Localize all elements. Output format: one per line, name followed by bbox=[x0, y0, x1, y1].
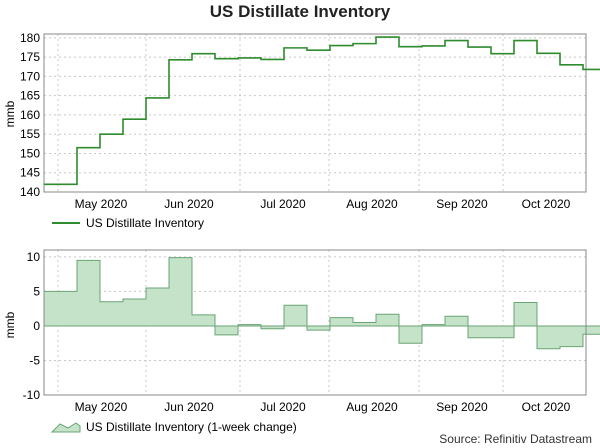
source-note: Source: Refinitiv Datastream bbox=[439, 432, 592, 446]
weekly-change-area bbox=[43, 257, 600, 350]
inventory-plot-frame bbox=[43, 33, 587, 193]
top-x-tick-label: Jun 2020 bbox=[164, 197, 214, 211]
inventory-panel: 140 145 150 155 160 165 170 175 180 May 2020 Jun … bbox=[3, 31, 600, 230]
top-y-tick-label: 175 bbox=[20, 50, 40, 64]
chart-title: US Distillate Inventory bbox=[209, 2, 391, 21]
weekly-change-y-ticks: -10 -5 0 5 10 bbox=[23, 250, 41, 402]
top-y-tick-label: 140 bbox=[20, 185, 40, 199]
inventory-x-ticks: May 2020 Jun 2020 Jul 2020 Aug 2020 Sep 2020… bbox=[75, 197, 571, 211]
bot-y-tick-label: 5 bbox=[33, 284, 40, 298]
top-y-tick-label: 145 bbox=[20, 166, 40, 180]
weekly-change-legend-swatch bbox=[50, 422, 81, 433]
inventory-grid bbox=[44, 34, 586, 193]
top-y-tick-label: 150 bbox=[20, 146, 40, 160]
bot-x-tick-label: May 2020 bbox=[75, 400, 128, 414]
bot-x-tick-label: Oct 2020 bbox=[522, 400, 571, 414]
top-x-tick-label: May 2020 bbox=[75, 197, 128, 211]
bot-y-tick-label: 0 bbox=[33, 319, 40, 333]
weekly-change-y-axis-label: mmb bbox=[3, 311, 17, 338]
inventory-series-line bbox=[44, 36, 600, 186]
inventory-y-axis-label: mmb bbox=[3, 100, 17, 127]
weekly-change-plot-frame bbox=[43, 249, 587, 396]
weekly-change-legend: US Distillate Inventory (1-week change) bbox=[50, 420, 297, 434]
bot-x-tick-label: Aug 2020 bbox=[346, 400, 398, 414]
top-x-tick-label: Oct 2020 bbox=[522, 197, 571, 211]
top-y-tick-label: 180 bbox=[20, 31, 40, 45]
bot-x-tick-label: Sep 2020 bbox=[436, 400, 488, 414]
top-y-tick-label: 160 bbox=[20, 108, 40, 122]
bot-y-tick-label: 10 bbox=[27, 250, 41, 264]
bot-y-tick-label: -5 bbox=[29, 353, 40, 367]
top-y-tick-label: 155 bbox=[20, 127, 40, 141]
top-x-tick-label: Aug 2020 bbox=[346, 197, 398, 211]
weekly-change-legend-label: US Distillate Inventory (1-week change) bbox=[86, 420, 297, 434]
inventory-y-ticks: 140 145 150 155 160 165 170 175 180 bbox=[20, 31, 40, 199]
top-y-tick-label: 170 bbox=[20, 69, 40, 83]
top-x-tick-label: Sep 2020 bbox=[436, 197, 488, 211]
bot-y-tick-label: -10 bbox=[23, 388, 41, 402]
top-x-tick-label: Jul 2020 bbox=[260, 197, 306, 211]
inventory-legend: US Distillate Inventory bbox=[52, 216, 204, 230]
weekly-change-x-ticks: May 2020 Jun 2020 Jul 2020 Aug 2020 Sep 2020… bbox=[75, 400, 571, 414]
inventory-legend-label: US Distillate Inventory bbox=[86, 216, 204, 230]
bot-x-tick-label: Jul 2020 bbox=[260, 400, 306, 414]
bot-x-tick-label: Jun 2020 bbox=[164, 400, 214, 414]
weekly-change-panel: -10 -5 0 5 10 May 2020 Jun 2020 Jul 2020 Aug 20… bbox=[3, 249, 600, 434]
top-y-tick-label: 165 bbox=[20, 89, 40, 103]
